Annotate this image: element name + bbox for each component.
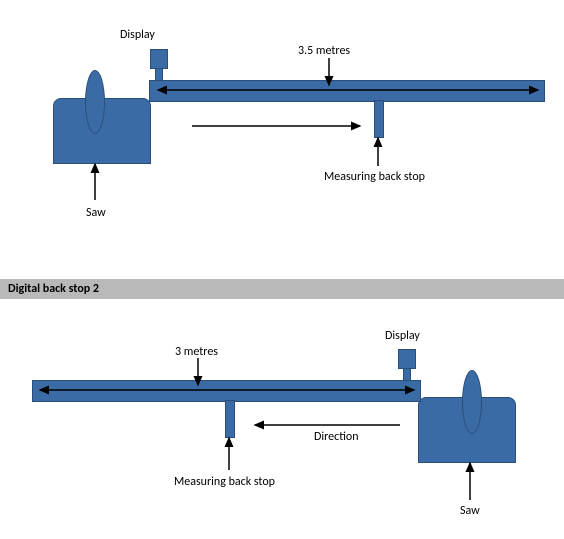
d2-length-label: 3 metres <box>175 345 218 359</box>
d1-backstop-label: Measuring back stop <box>324 170 425 184</box>
d2-backstop-label: Measuring back stop <box>174 475 275 489</box>
d1-saw-label: Saw <box>86 206 106 220</box>
d1-beam <box>149 80 545 102</box>
d2-saw-blade <box>462 370 482 434</box>
d1-saw-blade <box>85 70 105 134</box>
section2-header: Digital back stop 2 <box>0 279 564 299</box>
d2-beam <box>32 380 421 402</box>
d1-display-label: Display <box>120 28 155 42</box>
section2-header-text: Digital back stop 2 <box>8 282 99 296</box>
d1-length-label: 3.5 metres <box>298 44 350 58</box>
d2-saw-label: Saw <box>460 504 480 518</box>
d2-direction-label: Direction <box>314 430 359 444</box>
d2-display-label: Display <box>385 329 420 343</box>
diagram-canvas: Display 3.5 metres Saw Measuring back st… <box>0 0 564 539</box>
d2-display-box <box>398 349 416 369</box>
d1-display-box <box>150 49 168 69</box>
d1-backstop <box>374 100 384 138</box>
d2-backstop <box>225 400 235 438</box>
